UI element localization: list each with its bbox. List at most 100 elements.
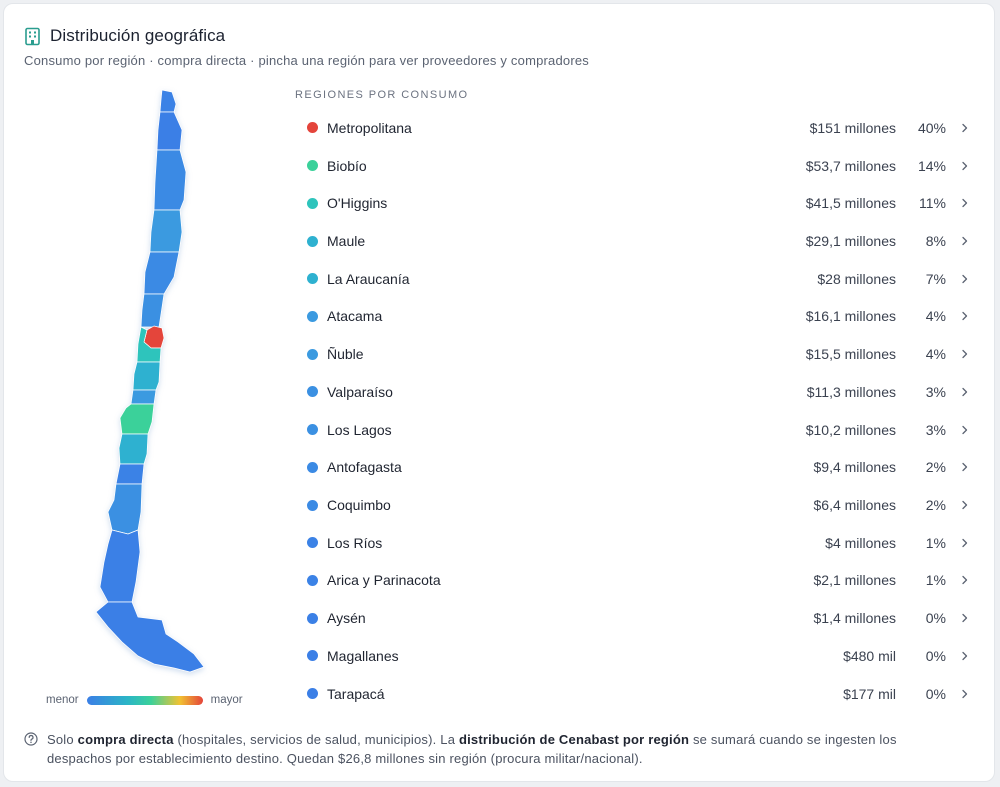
region-row[interactable]: Ñuble $15,5 millones 4%: [294, 335, 974, 373]
region-atacama[interactable]: [149, 209, 183, 253]
chevron-right-icon: [962, 387, 968, 397]
region-row[interactable]: Atacama $16,1 millones 4%: [294, 298, 974, 336]
region-percent: 0%: [925, 685, 946, 702]
region-name: O'Higgins: [327, 195, 388, 212]
chevron-right-icon: [962, 123, 968, 133]
region-row[interactable]: Antofagasta $9,4 millones 2%: [294, 448, 974, 486]
region-row[interactable]: Los Ríos $4 millones 1%: [294, 524, 974, 562]
region-percent: 1%: [925, 534, 946, 551]
region-tarapaca[interactable]: [156, 111, 183, 151]
region-magallanes[interactable]: [95, 601, 205, 673]
region-row[interactable]: Coquimbo $6,4 millones 2%: [294, 486, 974, 524]
region-ohiggins[interactable]: [136, 326, 162, 363]
region-row[interactable]: Valparaíso $11,3 millones 3%: [294, 373, 974, 411]
footer-text-part2: (hospitales, servicios de salud, municip…: [173, 732, 459, 747]
region-los-rios[interactable]: [115, 463, 145, 485]
region-name: Maule: [327, 233, 366, 250]
region-color-dot: [307, 574, 318, 586]
region-color-dot: [307, 650, 318, 662]
region-row[interactable]: La Araucanía $28 millones 7%: [294, 260, 974, 298]
footer-bold-cenabast: distribución de Cenabast por región: [458, 732, 690, 747]
region-percent: 4%: [925, 308, 946, 325]
region-arica-y-parinacota[interactable]: [159, 89, 177, 113]
chevron-right-icon: [962, 500, 968, 510]
chile-region-map: [95, 89, 205, 673]
region-value: $16,1 millones: [805, 308, 896, 325]
region-color-dot: [307, 160, 318, 172]
region-biobio[interactable]: [119, 403, 155, 435]
chevron-right-icon: [962, 651, 968, 661]
footer-text-part3: se sumará cuando se ingesten los despach…: [47, 732, 897, 766]
region-name: Atacama: [327, 308, 383, 325]
region-color-dot: [307, 310, 318, 322]
chevron-right-icon: [962, 689, 968, 698]
region-row[interactable]: Maule $29,1 millones 8%: [294, 222, 974, 260]
region-row[interactable]: O'Higgins $41,5 millones 11%: [294, 184, 974, 222]
footer-text-part1: Solo: [47, 732, 78, 747]
footer-text: Solo compra directa (hospitales, servici…: [47, 730, 924, 768]
footer-note: Solo compra directa (hospitales, servici…: [24, 730, 924, 768]
region-row[interactable]: Magallanes $480 mil 0%: [294, 637, 974, 675]
region-name: Valparaíso: [327, 383, 393, 400]
region-value: $480 mil: [843, 647, 896, 664]
region-name: Metropolitana: [327, 119, 412, 136]
region-color-dot: [307, 688, 318, 700]
region-name: Antofagasta: [327, 459, 402, 476]
region-coquimbo[interactable]: [143, 251, 180, 295]
region-percent: 14%: [917, 157, 946, 174]
region-aysen[interactable]: [99, 529, 141, 603]
region-value: $4 millones: [825, 534, 896, 551]
color-legend: menor mayor: [46, 694, 243, 706]
legend-gradient-bar: [86, 695, 203, 705]
region-row[interactable]: Metropolitana $151 millones 40%: [294, 109, 974, 147]
region-percent: 0%: [925, 647, 946, 664]
region-color-dot: [307, 122, 318, 134]
chevron-right-icon: [962, 312, 968, 321]
region-row[interactable]: Los Lagos $10,2 millones 3%: [294, 411, 974, 449]
region-value: $2,1 millones: [813, 572, 897, 589]
legend-max-label: mayor: [210, 694, 243, 706]
region-value: $6,4 millones: [813, 497, 897, 514]
region-value: $41,5 millones: [805, 195, 896, 212]
region-value: $15,5 millones: [805, 346, 896, 363]
region-antofagasta[interactable]: [153, 149, 187, 211]
footer-bold-compra-directa: compra directa: [77, 732, 174, 747]
region-row[interactable]: Tarapacá $177 mil 0%: [294, 675, 974, 713]
region-percent: 4%: [925, 346, 946, 363]
help-circle-icon: [24, 732, 38, 746]
region-color-dot: [307, 537, 318, 549]
region-percent: 2%: [925, 459, 946, 476]
region-percent: 11%: [919, 195, 946, 212]
region-value: $29,1 millones: [805, 233, 896, 250]
region-row[interactable]: Aysén $1,4 millones 0%: [294, 599, 974, 637]
region-color-dot: [307, 235, 318, 247]
chevron-right-icon: [962, 350, 968, 359]
region-percent: 3%: [925, 421, 946, 438]
region-row[interactable]: Biobío $53,7 millones 14%: [294, 147, 974, 185]
region-name: Ñuble: [327, 346, 364, 363]
region-color-dot: [307, 348, 318, 360]
region-value: $11,3 millones: [806, 383, 896, 400]
card-subtitle: Consumo por región · compra directa · pi…: [24, 53, 590, 68]
region-valparaiso[interactable]: [140, 293, 165, 328]
region-name: Magallanes: [327, 647, 399, 664]
legend-min-label: menor: [46, 694, 79, 706]
chevron-right-icon: [962, 274, 968, 283]
region-maule[interactable]: [132, 361, 161, 391]
region-color-dot: [307, 499, 318, 511]
region-color-dot: [307, 386, 318, 398]
region-nuble[interactable]: [130, 389, 157, 405]
geo-distribution-card: Distribución geográfica Consumo por regi…: [3, 3, 995, 782]
region-value: $53,7 millones: [805, 157, 896, 174]
region-color-dot: [307, 612, 318, 624]
region-value: $10,2 millones: [805, 421, 896, 438]
region-color-dot: [307, 461, 318, 473]
region-araucania[interactable]: [118, 433, 149, 465]
region-list: Metropolitana $151 millones 40% Biobío $53,7…: [294, 109, 974, 713]
chevron-right-icon: [962, 614, 968, 623]
region-name: Tarapacá: [327, 685, 385, 702]
region-percent: 2%: [925, 497, 946, 514]
region-color-dot: [307, 424, 318, 436]
region-los-lagos[interactable]: [107, 483, 143, 535]
region-row[interactable]: Arica y Parinacota $2,1 millones 1%: [294, 562, 974, 600]
